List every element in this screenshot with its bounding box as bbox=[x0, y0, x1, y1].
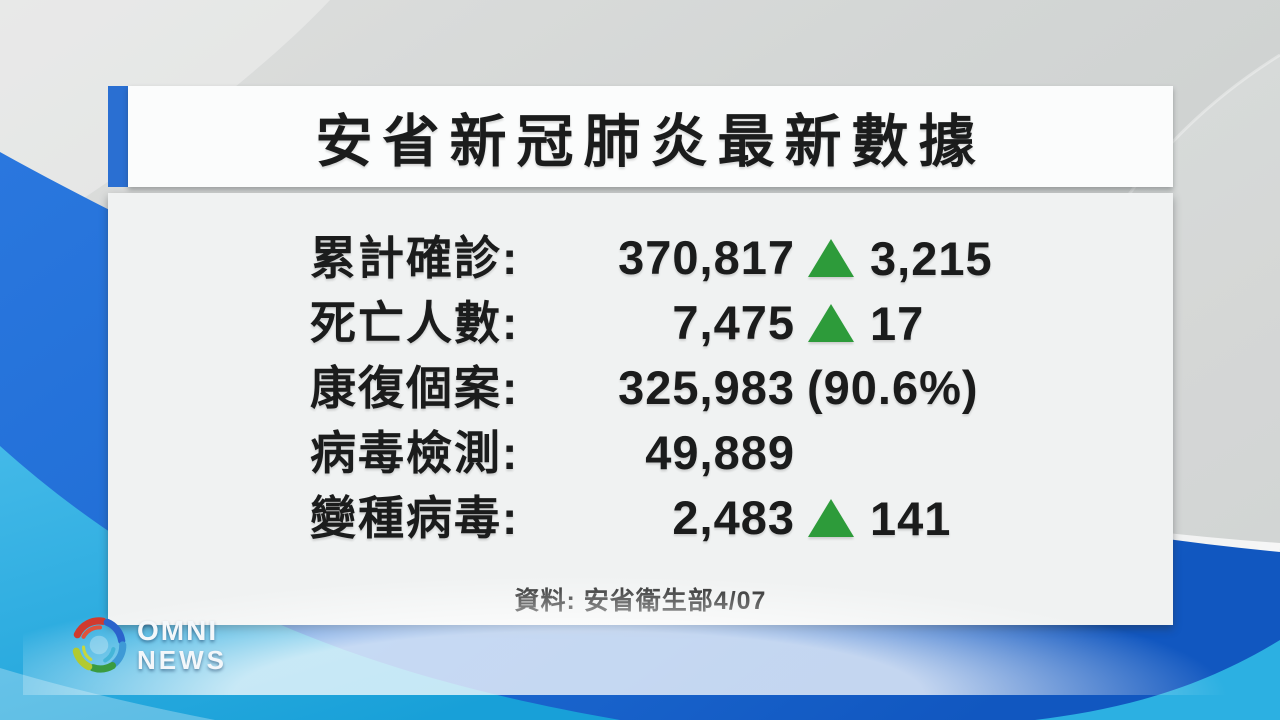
page-title: 安省新冠肺炎最新數據 bbox=[315, 109, 986, 174]
stat-label: 康復個案: bbox=[310, 362, 520, 414]
stat-delta-value: 17 bbox=[870, 296, 925, 350]
stat-delta: 17 bbox=[808, 291, 924, 355]
stat-delta: 3,215 bbox=[808, 226, 993, 290]
omni-news-wordmark: OMNI NEWS bbox=[137, 615, 227, 675]
stat-value: 49,889 bbox=[645, 426, 795, 479]
stat-row-deaths: 死亡人數: 7,475 17 bbox=[108, 291, 1173, 355]
stat-value: 370,817 bbox=[618, 231, 795, 284]
stats-board: 累計確診: 370,817 3,215 死亡人數: 7,475 17 康復個案:… bbox=[22, 193, 1259, 695]
omni-news-logo: OMNI NEWS bbox=[66, 612, 296, 684]
logo-omni-text: OMNI bbox=[137, 615, 219, 646]
stat-delta: 141 bbox=[808, 486, 951, 550]
title-accent-bar bbox=[108, 86, 128, 187]
up-triangle-icon bbox=[808, 304, 854, 342]
stat-row-tests: 病毒檢測: 49,889 bbox=[108, 421, 1173, 485]
omni-swirl-icon bbox=[72, 617, 127, 673]
title-bar: 安省新冠肺炎最新數據 bbox=[128, 86, 1173, 187]
stat-row-variants: 變種病毒: 2,483 141 bbox=[108, 486, 1173, 550]
stat-value: 7,475 bbox=[672, 296, 795, 349]
stat-label: 累計確診: bbox=[310, 232, 520, 284]
stat-label: 死亡人數: bbox=[310, 297, 520, 349]
logo-news-text: NEWS bbox=[137, 645, 227, 675]
stat-label: 病毒檢測: bbox=[310, 427, 520, 479]
stat-value: 325,983 bbox=[618, 361, 795, 414]
stat-percent-note: (90.6%) bbox=[807, 361, 979, 414]
stat-delta-value: 141 bbox=[870, 491, 952, 545]
stat-value: 2,483 bbox=[672, 491, 795, 544]
stat-delta-value: 3,215 bbox=[870, 231, 993, 285]
stat-row-recovered: 康復個案: 325,983 (90.6%) bbox=[108, 356, 1173, 420]
up-triangle-icon bbox=[808, 499, 854, 537]
stat-label: 變種病毒: bbox=[310, 492, 520, 544]
up-triangle-icon bbox=[808, 239, 854, 277]
stat-row-confirmed: 累計確診: 370,817 3,215 bbox=[108, 226, 1173, 290]
